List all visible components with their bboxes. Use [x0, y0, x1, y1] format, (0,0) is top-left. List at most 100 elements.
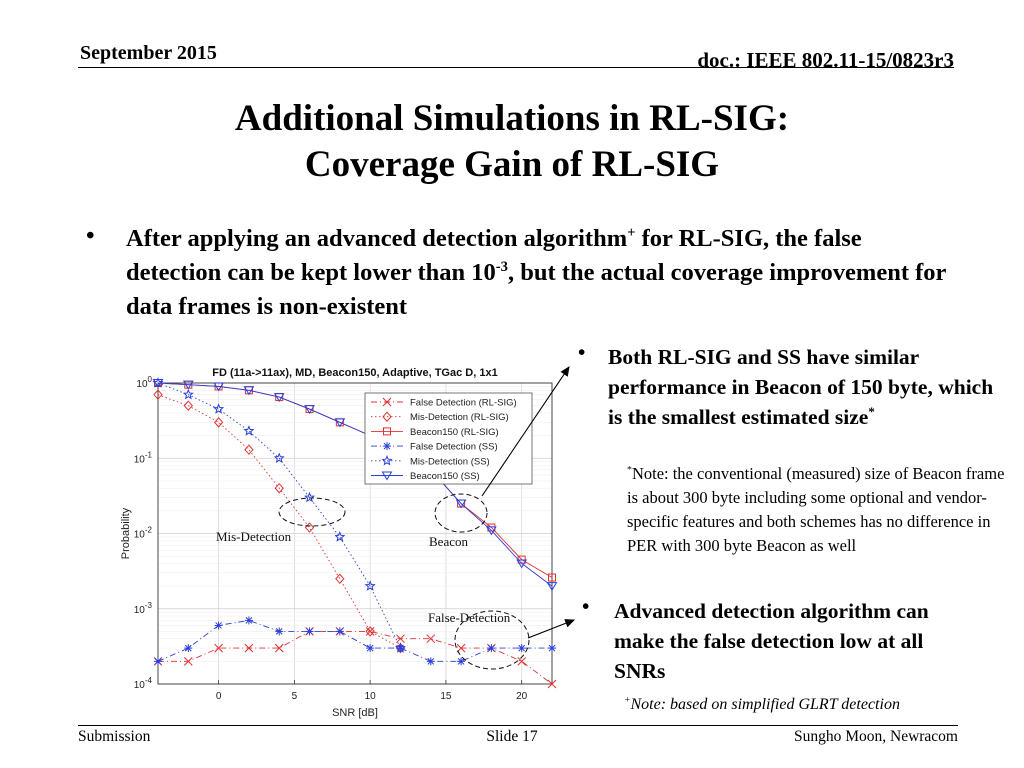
ellipse-beacon [434, 493, 488, 533]
series-3-marker [335, 627, 344, 636]
series-4-marker [364, 580, 376, 591]
annotation-false-detection: False-Detection [428, 610, 511, 625]
chart-x-label: SNR [dB] [332, 707, 378, 719]
bullet-main-part3: , but the actual coverage improvement fo… [126, 259, 946, 320]
legend-label-4: Mis-Detection (SS) [410, 456, 490, 467]
header-divider [78, 67, 954, 68]
note-glrt-body: Note: based on simplified GLRT detection [630, 696, 900, 713]
series-4-marker [334, 531, 346, 542]
x-tick-label: 0 [216, 691, 222, 702]
bullet-marker: • [578, 340, 586, 364]
series-1-marker [335, 573, 345, 585]
series-0-marker [244, 643, 254, 653]
series-0-marker [426, 634, 436, 644]
footer-submission: Submission [78, 728, 151, 745]
arrow-to-beacon-bullet [481, 366, 570, 497]
y-tick-label: 10-2 [134, 526, 153, 541]
series-5-marker [516, 559, 528, 569]
series-3-marker [548, 644, 556, 653]
series-3-marker [487, 644, 496, 653]
series-1-marker [244, 444, 254, 455]
x-tick-label: 20 [516, 691, 528, 702]
series-0-marker [396, 634, 405, 644]
footer-divider [78, 725, 958, 726]
series-line-4 [157, 382, 401, 649]
footer-author: Sungho Moon, Newracom [793, 728, 958, 745]
legend-label-0: False Detection (RL-SIG) [410, 398, 517, 409]
legend-marker-3 [383, 442, 391, 451]
series-0-marker [183, 656, 193, 666]
chart-y-label: Probability [120, 507, 132, 559]
series-0-marker [365, 627, 375, 636]
series-0-marker [517, 656, 527, 666]
series-5-marker [546, 582, 558, 592]
bullet-main-sup2: -3 [495, 258, 508, 275]
series-0-marker [214, 643, 223, 653]
series-1-marker [365, 626, 375, 637]
series-3-marker [457, 657, 466, 666]
bullet-beacon-text: Both RL-SIG and SS have similar performa… [608, 342, 1003, 432]
legend-marker-5 [381, 471, 393, 481]
annotation-beacon: Beacon [429, 534, 468, 549]
series-0-marker [456, 643, 466, 653]
footer-slide-number: Slide 17 [486, 728, 538, 745]
series-4-marker [304, 491, 316, 503]
series-5-marker [486, 526, 497, 536]
x-tick-label: 5 [292, 691, 298, 702]
series-line-1 [157, 394, 401, 649]
legend-label-3: False Detection (SS) [410, 442, 498, 453]
legend-label-2: Beacon150 (RL-SIG) [410, 427, 499, 438]
note-beacon-sup: * [627, 464, 632, 476]
legend-label-5: Beacon150 (SS) [410, 471, 480, 482]
slide-title-line1: Additional Simulations in RL-SIG: [234, 98, 790, 139]
legend-marker-2 [383, 427, 391, 436]
annotation-mis-detection: Mis-Detection [216, 529, 292, 544]
ellipse-mis-detection [278, 497, 346, 527]
y-tick-label: 10-1 [134, 450, 153, 465]
series-5-marker [182, 380, 194, 390]
series-3-marker [154, 657, 162, 666]
note-glrt: +Note: based on simplified GLRT detectio… [624, 694, 900, 714]
series-line-0 [158, 630, 553, 685]
note-beacon-body: Note: the conventional (measured) size o… [627, 464, 1005, 555]
series-4-marker [273, 452, 285, 463]
series-line-5 [157, 382, 553, 587]
bullet-detect-text: Advanced detection algorithm can make th… [614, 599, 929, 683]
series-5-marker [273, 393, 285, 403]
series-3-marker [275, 627, 284, 636]
note-glrt-sup: + [624, 694, 631, 706]
bullet-main-sup1: + [627, 224, 636, 241]
note-beacon: *Note: the conventional (measured) size … [627, 462, 1007, 558]
ellipse-false-detection [454, 610, 530, 670]
series-5-marker [152, 379, 164, 388]
bullet-beacon-sup: * [868, 404, 875, 419]
series-4-marker [182, 388, 194, 400]
series-4-marker [394, 642, 406, 653]
y-tick-label: 100 [136, 375, 152, 390]
bullet-main-part2: for RL-SIG, the false detection can be k… [126, 225, 862, 286]
bullet-main-text: After applying an advanced detection alg… [126, 222, 956, 324]
series-4-marker [243, 425, 255, 436]
bullet-beacon-body: Both RL-SIG and SS have similar performa… [608, 345, 994, 429]
legend-marker-4 [381, 454, 393, 466]
series-3-marker [426, 657, 435, 666]
plot-border [157, 382, 553, 685]
series-3-marker [244, 616, 253, 625]
arrow-to-detection-bullet [527, 619, 576, 639]
series-1-marker [153, 389, 163, 400]
bullet-main-part1: After applying an advanced detection alg… [126, 225, 628, 252]
legend-box [364, 392, 533, 485]
bullet-marker: • [86, 222, 95, 249]
series-3-marker [517, 644, 526, 653]
y-tick-label: 10-4 [134, 676, 153, 691]
header-doc-id: doc.: IEEE 802.11-15/0823r3 [697, 48, 954, 72]
series-1-marker [213, 417, 224, 428]
chart-title: FD (11a->11ax), MD, Beacon150, Adaptive,… [212, 367, 497, 379]
series-5-marker [455, 499, 467, 509]
header-date: September 2015 [80, 42, 217, 64]
series-line-3 [157, 619, 552, 662]
series-1-marker [183, 400, 193, 411]
series-5-marker [243, 386, 255, 396]
series-4-marker [213, 403, 225, 414]
